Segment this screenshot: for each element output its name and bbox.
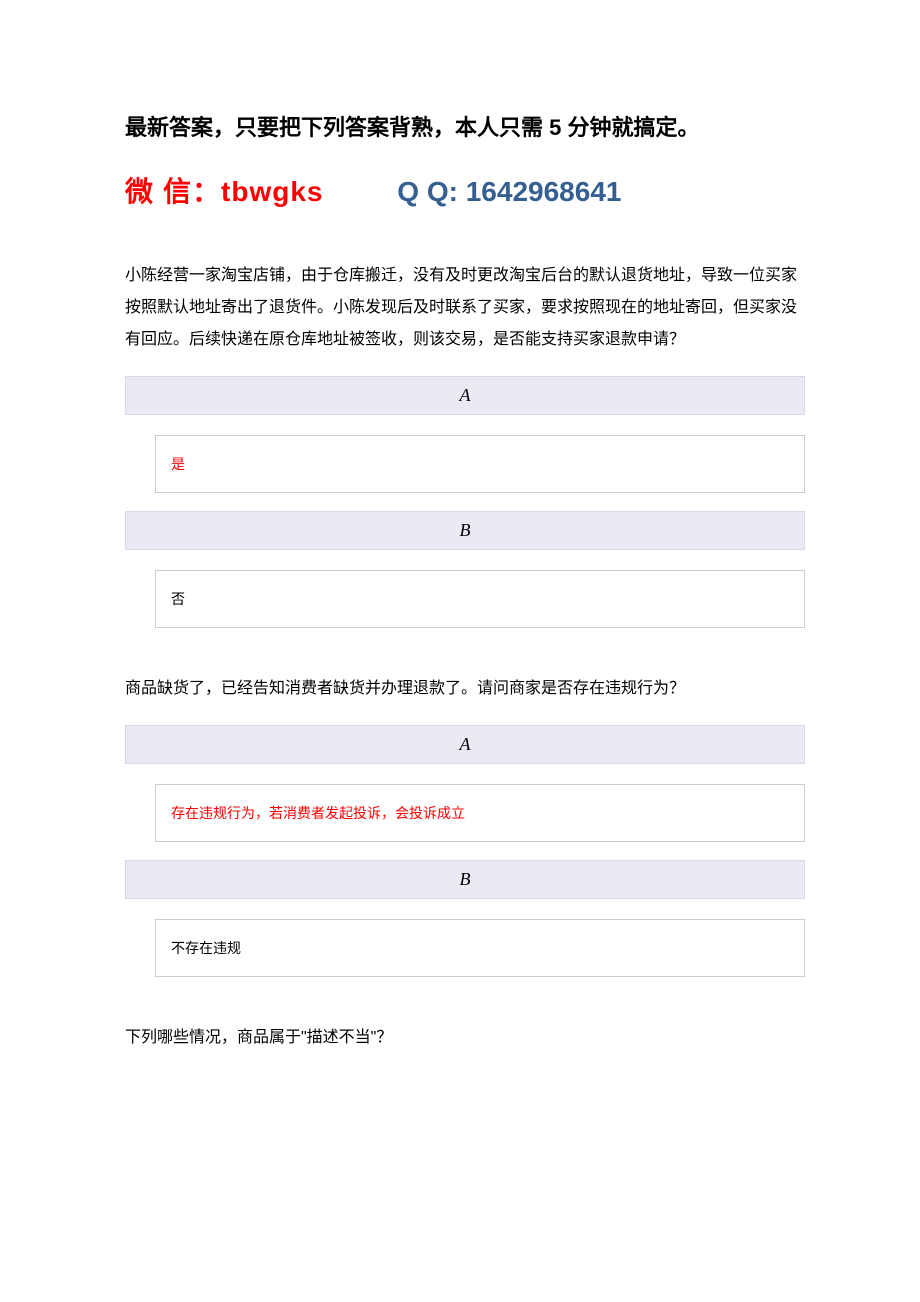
wechat-label-1: 微: [125, 176, 163, 207]
option-header-b: B: [125, 860, 805, 899]
option-block: B 否: [125, 511, 805, 628]
option-header-a: A: [125, 376, 805, 415]
page-title: 最新答案，只要把下列答案背熟，本人只需 5 分钟就搞定。: [125, 110, 805, 145]
question-block-3: 下列哪些情况，商品属于"描述不当"？: [125, 1022, 805, 1054]
question-block-2: 商品缺货了，已经告知消费者缺货并办理退款了。请问商家是否存在违规行为？ A 存在…: [125, 673, 805, 977]
option-header-b: B: [125, 511, 805, 550]
question-text: 下列哪些情况，商品属于"描述不当"？: [125, 1022, 805, 1054]
wechat-value: tbwgks: [221, 176, 323, 207]
wechat-contact: 微信：tbwgks: [125, 176, 332, 207]
qq-contact: Q Q: 1642968641: [397, 176, 621, 207]
option-header-a: A: [125, 725, 805, 764]
qq-label: Q Q:: [397, 176, 465, 207]
option-answer: 存在违规行为，若消费者发起投诉，会投诉成立: [155, 784, 805, 842]
option-block: A 存在违规行为，若消费者发起投诉，会投诉成立: [125, 725, 805, 842]
option-answer: 不存在违规: [155, 919, 805, 977]
qq-value: 1642968641: [466, 176, 622, 207]
option-answer: 否: [155, 570, 805, 628]
question-text: 商品缺货了，已经告知消费者缺货并办理退款了。请问商家是否存在违规行为？: [125, 673, 805, 705]
question-text: 小陈经营一家淘宝店铺，由于仓库搬迁，没有及时更改淘宝后台的默认退货地址，导致一位…: [125, 260, 805, 356]
question-block-1: 小陈经营一家淘宝店铺，由于仓库搬迁，没有及时更改淘宝后台的默认退货地址，导致一位…: [125, 260, 805, 628]
wechat-label-2: 信：: [163, 176, 221, 207]
option-block: B 不存在违规: [125, 860, 805, 977]
contact-info: 微信：tbwgks Q Q: 1642968641: [125, 170, 805, 210]
option-block: A 是: [125, 376, 805, 493]
option-answer: 是: [155, 435, 805, 493]
